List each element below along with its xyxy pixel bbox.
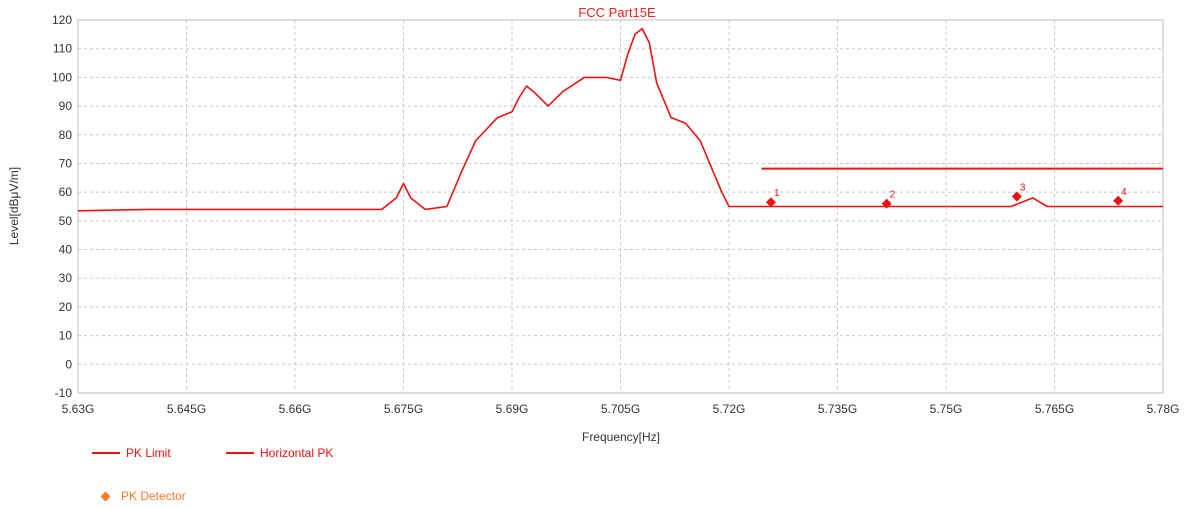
legend-horizontal-pk[interactable]: Horizontal PK xyxy=(226,446,333,460)
y-axis-label: Level[dBμV/m] xyxy=(7,167,21,245)
x-tick-label: 5.675G xyxy=(384,402,423,416)
x-tick-labels: 5.63G 5.645G 5.66G 5.675G 5.69G 5.705G 5.72G 5.… xyxy=(62,402,1180,416)
y-tick-label: -10 xyxy=(55,386,73,400)
marker-diamond xyxy=(765,197,776,208)
marker-diamond xyxy=(881,198,892,209)
marker-label: 4 xyxy=(1121,187,1127,198)
legend-pk-detector-label: PK Detector xyxy=(121,489,186,503)
diamond-icon xyxy=(100,491,111,501)
x-tick-label: 5.63G xyxy=(62,402,95,416)
y-tick-label: 120 xyxy=(52,13,72,27)
marker-label: 1 xyxy=(774,188,780,199)
x-tick-label: 5.72G xyxy=(713,402,746,416)
y-tick-label: 30 xyxy=(59,271,73,285)
pk-limit-swatch xyxy=(92,452,120,454)
chart-title: FCC Part15E xyxy=(578,5,656,20)
y-tick-label: 80 xyxy=(59,128,73,142)
x-tick-label: 5.735G xyxy=(818,402,857,416)
x-axis-label: Frequency[Hz] xyxy=(582,430,660,444)
horizontal-pk-trace xyxy=(77,27,1163,212)
y-tick-labels: -10 0 10 20 30 40 50 60 70 80 90 100 110 120 xyxy=(52,13,72,400)
x-tick-label: 5.765G xyxy=(1035,402,1074,416)
x-tick-label: 5.75G xyxy=(930,402,963,416)
marker-diamond xyxy=(1113,195,1124,206)
legend-pk-limit-label: PK Limit xyxy=(126,446,171,460)
y-tick-label: 60 xyxy=(59,185,73,199)
y-tick-label: 50 xyxy=(59,214,73,228)
x-tick-label: 5.69G xyxy=(496,402,529,416)
x-tick-label: 5.645G xyxy=(167,402,206,416)
y-tick-label: 100 xyxy=(52,70,72,84)
y-tick-label: 40 xyxy=(59,243,73,257)
y-tick-label: 110 xyxy=(53,42,72,56)
x-tick-label: 5.66G xyxy=(279,402,312,416)
y-tick-label: 0 xyxy=(65,357,72,371)
y-tick-label: 70 xyxy=(59,156,73,170)
marker-diamond xyxy=(1011,191,1022,202)
legend-horizontal-pk-label: Horizontal PK xyxy=(260,446,334,460)
y-tick-label: 20 xyxy=(59,300,73,314)
series-layer xyxy=(77,27,1163,212)
marker-label: 3 xyxy=(1020,182,1026,193)
marker-layer: 1 2 3 4 xyxy=(765,182,1127,209)
y-tick-label: 90 xyxy=(59,99,73,113)
marker-label: 2 xyxy=(890,190,896,201)
legend-pk-detector[interactable]: PK Detector xyxy=(98,489,186,503)
legend-pk-limit[interactable]: PK Limit xyxy=(92,446,171,460)
horizontal-pk-swatch xyxy=(226,452,254,454)
x-tick-label: 5.705G xyxy=(601,402,640,416)
y-tick-label: 10 xyxy=(59,329,73,343)
x-tick-label: 5.78G xyxy=(1147,402,1180,416)
